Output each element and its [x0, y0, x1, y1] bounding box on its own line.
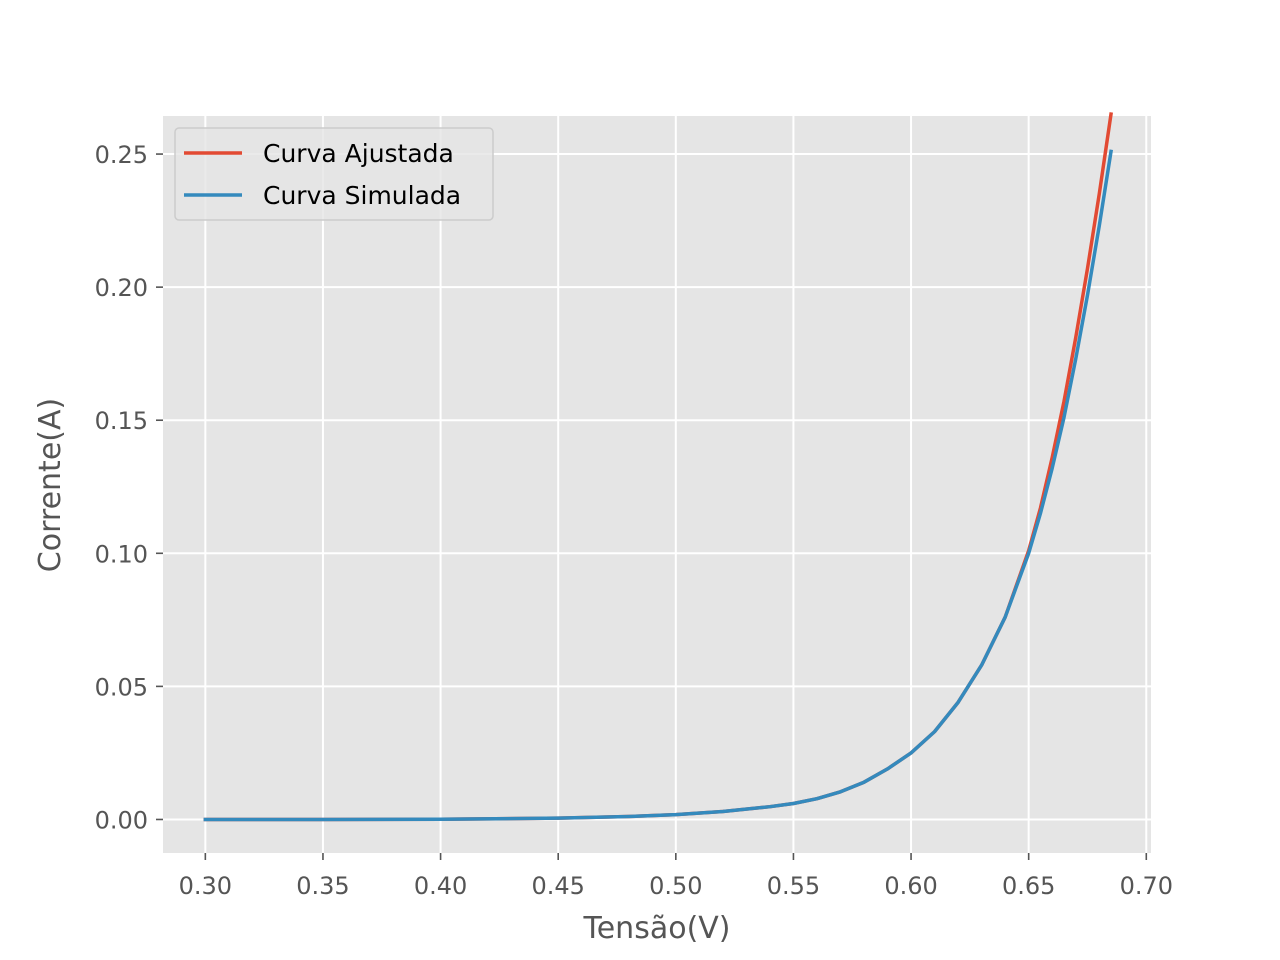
y-tick-label: 0.20	[95, 274, 148, 302]
y-tick-label: 0.15	[95, 407, 148, 435]
series-lines	[203, 112, 1114, 822]
x-tick-label: 0.55	[767, 872, 820, 900]
plot-background	[163, 116, 1151, 853]
legend-label: Curva Simulada	[263, 181, 461, 210]
x-tick-label: 0.60	[884, 872, 937, 900]
y-tick-label: 0.25	[95, 141, 148, 169]
legend-label: Curva Ajustada	[263, 139, 454, 168]
y-tick-label: 0.10	[95, 540, 148, 568]
y-axis-label: Corrente(A)	[33, 398, 68, 572]
x-tick-label: 0.40	[414, 872, 467, 900]
legend: Curva Ajustada Curva Simulada	[174, 127, 494, 221]
y-tick-label: 0.05	[95, 673, 148, 701]
series-line-curva-simulada	[203, 149, 1114, 822]
legend-box	[174, 127, 494, 221]
x-tick-label: 0.65	[1002, 872, 1055, 900]
x-tick-label: 0.35	[296, 872, 349, 900]
y-tick-label: 0.00	[95, 806, 148, 834]
x-tick-label: 0.30	[179, 872, 232, 900]
x-axis-ticks: 0.30 0.35 0.40 0.45 0.50 0.55 0.60 0.65 0.70	[179, 853, 1173, 900]
x-axis-label: Tensão(V)	[583, 911, 731, 946]
grid	[163, 116, 1151, 853]
x-tick-label: 0.50	[649, 872, 702, 900]
x-tick-label: 0.70	[1120, 872, 1173, 900]
x-tick-label: 0.45	[531, 872, 584, 900]
y-axis-ticks: 0.00 0.05 0.10 0.15 0.20 0.25	[95, 141, 163, 834]
